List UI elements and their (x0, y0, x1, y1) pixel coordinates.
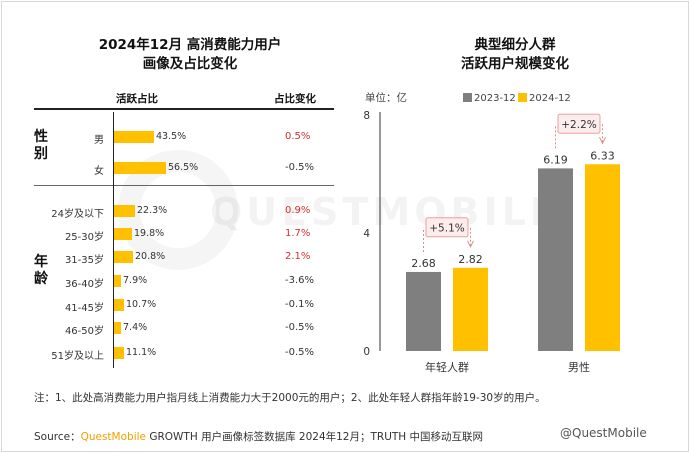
growth-label: +5.1% (429, 222, 464, 234)
row-label: 46-50岁 (64, 326, 104, 337)
share-change-value: 0.5% (285, 131, 311, 142)
col-header-active: 活跃占比 (116, 93, 158, 105)
y-tick-label: 8 (363, 110, 370, 122)
bar-value-label: 2.68 (411, 257, 436, 270)
header-divider (34, 108, 334, 110)
row-label: 男 (94, 135, 104, 146)
group-label-age-char2: 龄 (34, 271, 48, 287)
row-label: 女 (94, 166, 104, 177)
group-label-gender-char1: 性 (34, 129, 48, 145)
left-title-line1: 2024年12月 高消费能力用户 (98, 37, 282, 53)
share-change-value: -0.1% (285, 299, 315, 310)
active-share-bar (114, 228, 132, 240)
share-change-value: -0.5% (285, 322, 315, 333)
share-change-value: -0.5% (285, 347, 315, 358)
x-category-label: 男性 (568, 360, 590, 374)
active-share-bar (114, 205, 135, 217)
share-change-value: -0.5% (285, 162, 315, 173)
growth-arrow-head (467, 240, 474, 248)
group-label-gender: 性 别 (34, 129, 54, 163)
row-label: 24岁及以下 (51, 209, 104, 220)
active-share-bar (114, 347, 124, 359)
bar-value-label: 2.82 (458, 253, 483, 266)
source-prefix: Source： (34, 431, 81, 443)
row-label: 36-40岁 (64, 279, 104, 290)
bar-2024-12 (585, 164, 620, 351)
col-header-change: 占比变化 (274, 93, 316, 105)
active-share-label: 56.5% (168, 162, 199, 173)
share-change-value: -3.6% (285, 275, 315, 286)
source-rest: GROWTH 用户画像标签数据库 2024年12月；TRUTH 中国移动互联网 (146, 431, 484, 443)
growth-arrow-head (599, 137, 606, 145)
active-share-bar (114, 251, 133, 263)
group-label-gender-char2: 别 (34, 146, 48, 162)
group-divider (34, 185, 334, 186)
active-share-bar (114, 131, 154, 143)
active-share-label: 43.5% (156, 131, 187, 142)
y-tick-label: 0 (363, 346, 370, 358)
left-title: 2024年12月 高消费能力用户 画像及占比变化 (70, 36, 310, 74)
group-label-age: 年 龄 (34, 254, 54, 288)
active-share-bar (114, 162, 166, 174)
right-title-line2: 活跃用户规模变化 (461, 56, 569, 72)
active-share-label: 11.1% (126, 347, 157, 358)
legend-swatch (518, 93, 527, 102)
left-title-line2: 画像及占比变化 (142, 56, 238, 72)
watermark-text: QUESTMOBILE (210, 190, 560, 234)
right-title-line1: 典型细分人群 (474, 37, 556, 53)
active-share-label: 7.9% (123, 275, 148, 286)
source-tail: @QuestMobile (560, 426, 647, 440)
legend-label: 2023-12 (474, 93, 516, 104)
row-label: 51岁及以上 (51, 351, 104, 362)
unit-label: 单位：亿 (365, 91, 407, 104)
share-change-value: 2.1% (285, 251, 311, 262)
y-tick-label: 4 (363, 228, 370, 240)
active-share-bar (114, 322, 121, 334)
bar-value-label: 6.19 (543, 153, 568, 166)
growth-box (557, 113, 601, 134)
bar-2023-12 (538, 168, 573, 351)
active-share-bar (114, 299, 124, 311)
growth-label: +2.2% (561, 119, 596, 131)
left-axis-line (113, 112, 114, 368)
footnote: 注：1、此处高消费能力用户指月线上消费能力大于2000元的用户；2、此处年轻人群… (34, 392, 546, 404)
bar-2024-12 (453, 267, 488, 351)
active-share-label: 19.8% (134, 228, 165, 239)
growth-box (425, 217, 469, 238)
active-share-label: 7.4% (123, 322, 148, 333)
source-line: Source：QuestMobile GROWTH 用户画像标签数据库 2024… (34, 429, 483, 444)
x-category-label: 年轻人群 (425, 360, 469, 374)
active-share-label: 20.8% (135, 251, 166, 262)
share-change-value: 0.9% (285, 205, 311, 216)
legend-swatch (463, 93, 472, 102)
row-label: 25-30岁 (64, 232, 104, 243)
right-title: 典型细分人群 活跃用户规模变化 (440, 36, 590, 74)
group-label-age-char1: 年 (34, 254, 48, 270)
active-share-label: 22.3% (137, 205, 168, 216)
legend-label: 2024-12 (529, 93, 571, 104)
active-share-label: 10.7% (126, 299, 157, 310)
row-label: 31-35岁 (64, 255, 104, 266)
share-change-value: 1.7% (285, 228, 311, 239)
row-label: 41-45岁 (64, 303, 104, 314)
source-brand: QuestMobile (80, 431, 146, 443)
bar-2023-12 (406, 271, 441, 351)
active-share-bar (114, 275, 121, 287)
bar-value-label: 6.33 (590, 149, 615, 162)
